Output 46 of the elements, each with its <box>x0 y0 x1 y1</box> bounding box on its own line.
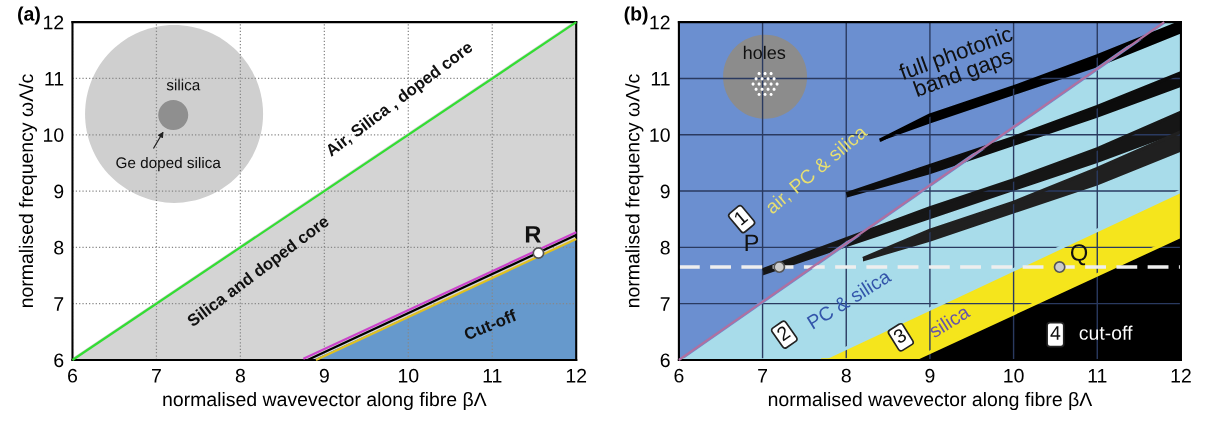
annotation: 1 <box>733 209 749 226</box>
x-tick-label: 8 <box>841 368 851 383</box>
y-tick-label: 7 <box>660 297 670 311</box>
y-tick-label: 11 <box>45 72 64 86</box>
annotation: 2 <box>775 325 791 342</box>
y-tick-label: 8 <box>660 240 670 255</box>
annotation: PC & silica <box>806 268 893 330</box>
annotation: R <box>525 226 541 243</box>
annotation: silica <box>166 79 201 91</box>
y-tick-label: 6 <box>54 353 64 368</box>
x-tick-label: 7 <box>152 369 161 383</box>
x-tick-label: 8 <box>235 368 245 383</box>
y-tick-label: 10 <box>650 128 670 142</box>
y-tick-label: 7 <box>54 297 64 311</box>
y-tick-label: 6 <box>660 353 670 368</box>
x-tick-label: 10 <box>1004 368 1024 383</box>
chart-title: (a) <box>18 6 40 25</box>
annotation: 3 <box>892 327 908 345</box>
x-tick-label: 6 <box>674 368 684 383</box>
y-tick-label: 8 <box>54 240 64 255</box>
y-tick-label: 11 <box>651 72 670 86</box>
x-tick-label: 9 <box>925 368 935 383</box>
x-tick-label: 11 <box>1088 369 1107 383</box>
x-axis-title: normalised wavevector along fibre βΛ <box>163 391 487 411</box>
annotation: Ge doped silica <box>116 156 221 172</box>
x-tick-label: 12 <box>1171 368 1191 383</box>
y-tick-label: 12 <box>44 15 64 30</box>
annotation: silica <box>927 303 972 339</box>
y-tick-label: 12 <box>650 15 670 30</box>
y-tick-label: 9 <box>54 184 64 199</box>
y-tick-label: 9 <box>660 184 670 199</box>
x-tick-label: 6 <box>68 368 78 383</box>
x-axis-title: normalised wavevector along fibre βΛ <box>768 391 1093 411</box>
x-tick-label: 11 <box>483 369 502 383</box>
y-tick-label: 10 <box>44 128 64 142</box>
chart-title: (b) <box>624 6 648 25</box>
x-tick-label: 10 <box>398 368 419 383</box>
x-tick-label: 9 <box>319 368 329 383</box>
annotation: cut-off <box>1079 325 1133 340</box>
annotation: Q <box>1070 244 1088 266</box>
x-tick-label: 7 <box>758 369 767 383</box>
y-axis-title: normalised frequency ωΛ/c <box>625 74 644 308</box>
y-axis-title: normalised frequency ωΛ/c <box>18 74 37 308</box>
x-tick-label: 12 <box>566 368 587 383</box>
annotation: air, PC & silica <box>763 123 870 217</box>
annotation: 4 <box>1050 326 1061 340</box>
